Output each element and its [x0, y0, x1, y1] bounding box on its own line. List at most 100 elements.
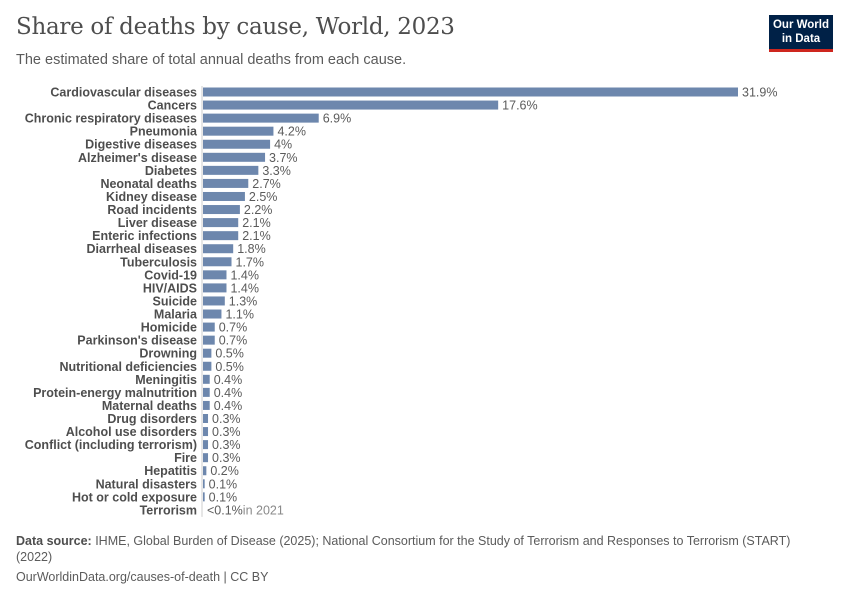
category-label: Drug disorders [107, 412, 197, 426]
category-label: Cancers [148, 99, 197, 113]
category-label: Pneumonia [130, 125, 198, 139]
bar [203, 191, 245, 201]
bar [203, 466, 207, 476]
category-label: Diarrheal diseases [87, 242, 198, 256]
category-label: Maternal deaths [102, 399, 197, 413]
value-label: 1.3% [229, 294, 257, 308]
value-label: 3.3% [262, 164, 291, 178]
bar [203, 387, 210, 397]
bar [203, 453, 209, 463]
bar [203, 414, 209, 423]
value-label: 1.4% [230, 268, 258, 282]
category-label: Parkinson's disease [77, 334, 197, 348]
category-label: Meningitis [135, 373, 197, 387]
bar [203, 361, 212, 371]
value-label: 6.9% [323, 112, 352, 126]
category-label: Conflict (including terrorism) [25, 438, 197, 452]
bar [203, 283, 227, 293]
value-label: 1.1% [225, 308, 254, 322]
value-label: 0.4% [214, 373, 243, 387]
value-label: 0.5% [215, 347, 244, 361]
bar [203, 244, 234, 254]
category-label: Homicide [141, 321, 197, 335]
bar [203, 440, 209, 450]
category-label: Natural disasters [96, 477, 197, 491]
bar [203, 427, 209, 437]
value-label: 2.7% [252, 177, 281, 191]
category-label: Alzheimer's disease [78, 151, 197, 165]
annotation-label: in 2021 [243, 503, 284, 517]
bar [203, 152, 266, 162]
category-label: Hot or cold exposure [72, 490, 197, 504]
bar [203, 113, 319, 123]
category-label: Neonatal deaths [100, 177, 197, 191]
category-label: Road incidents [107, 203, 197, 217]
category-label: Drowning [139, 347, 197, 361]
value-label: 0.4% [214, 399, 243, 413]
chart-title: Share of deaths by cause, World, 2023 [16, 14, 455, 40]
value-label: 1.7% [236, 255, 265, 269]
category-label: Terrorism [140, 503, 197, 517]
source-text: IHME, Global Burden of Disease (2025); N… [16, 534, 791, 564]
bar [203, 335, 215, 345]
value-label: 2.5% [249, 190, 278, 204]
bar [203, 231, 239, 241]
bar [203, 126, 274, 136]
source-label: Data source: [16, 534, 92, 548]
category-label: Nutritional deficiencies [59, 360, 197, 374]
value-label: 0.3% [212, 438, 241, 452]
bar [203, 139, 271, 149]
category-label: Chronic respiratory diseases [25, 112, 197, 126]
value-label: 0.1% [209, 477, 238, 491]
bar [203, 309, 222, 319]
value-label: 2.1% [242, 216, 270, 230]
value-label: 4.2% [277, 125, 306, 139]
value-label: <0.1% [207, 503, 243, 517]
category-label: Fire [174, 451, 197, 465]
bar [203, 165, 259, 175]
data-source: Data source: IHME, Global Burden of Dise… [16, 533, 826, 565]
bar [203, 296, 225, 306]
bar [203, 374, 210, 384]
bar [203, 205, 240, 215]
value-label: 2.1% [242, 229, 270, 243]
value-label: 0.3% [212, 412, 241, 426]
category-label: Diabetes [145, 164, 197, 178]
category-label: Liver disease [118, 216, 197, 230]
category-label: Enteric infections [92, 229, 197, 243]
chart-subtitle: The estimated share of total annual deat… [16, 52, 407, 68]
category-label: Kidney disease [106, 190, 197, 204]
value-label: 3.7% [269, 151, 298, 165]
bar [203, 257, 232, 267]
logo-line1: Our World [772, 19, 829, 31]
value-label: 0.3% [212, 451, 241, 465]
category-label: Cardiovascular diseases [50, 86, 197, 100]
bar [203, 492, 205, 502]
bar [203, 87, 738, 97]
category-label: Covid-19 [144, 268, 197, 282]
logo-line2: in Data [781, 33, 821, 45]
category-label: Malaria [154, 308, 198, 322]
bar [203, 100, 499, 110]
bar [203, 270, 227, 280]
value-label: 4% [274, 138, 292, 152]
footer-url[interactable]: OurWorldinData.org/causes-of-death | CC … [16, 570, 269, 584]
bar [203, 322, 215, 332]
owid-logo[interactable]: Our World in Data [769, 15, 833, 52]
bar [203, 218, 239, 228]
bar [203, 348, 212, 358]
bar [203, 400, 210, 410]
value-label: 0.3% [212, 425, 241, 439]
category-label: Alcohol use disorders [66, 425, 197, 439]
value-label: 0.1% [209, 490, 238, 504]
value-label: 0.2% [210, 464, 239, 478]
value-label: 2.2% [244, 203, 273, 217]
value-label: 1.4% [230, 281, 258, 295]
category-label: Suicide [153, 294, 198, 308]
bar [203, 479, 205, 489]
value-label: 17.6% [502, 99, 537, 113]
category-label: Protein-energy malnutrition [33, 386, 197, 400]
value-label: 31.9% [742, 86, 777, 100]
value-label: 0.4% [214, 386, 243, 400]
